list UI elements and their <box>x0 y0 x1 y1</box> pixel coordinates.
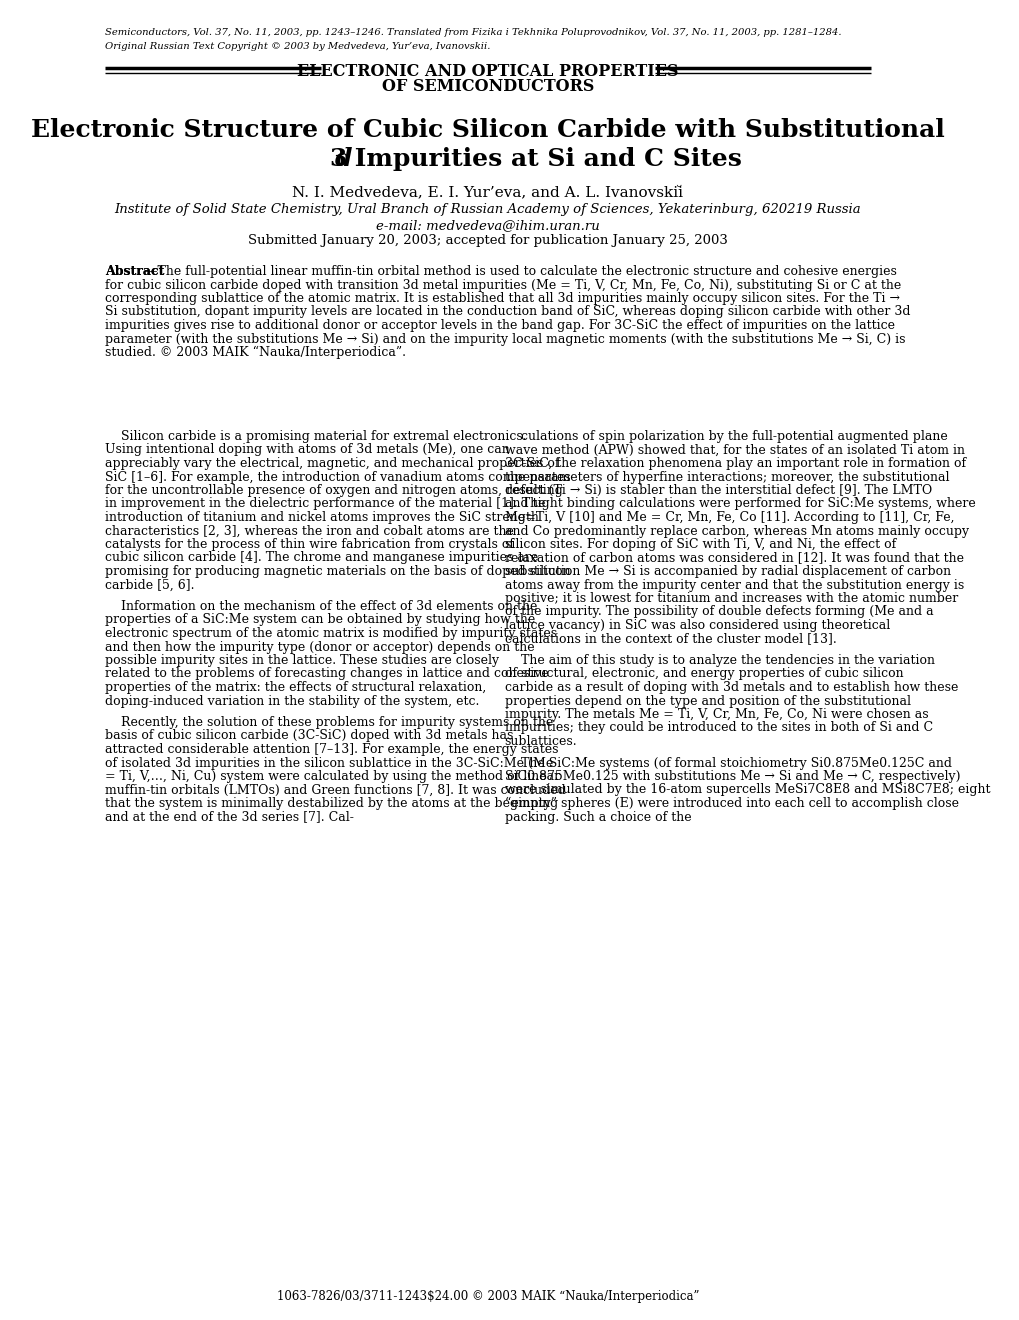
Text: Information on the mechanism of the effect of 3d elements on the: Information on the mechanism of the effe… <box>105 601 537 612</box>
Text: impurities; they could be introduced to the sites in both of Si and C: impurities; they could be introduced to … <box>504 722 931 734</box>
Text: 1063-7826/03/3711-1243$24.00 © 2003 MAIK “Nauka/Interperiodica”: 1063-7826/03/3711-1243$24.00 © 2003 MAIK… <box>276 1290 698 1303</box>
Text: sublattices.: sublattices. <box>504 735 577 748</box>
Text: 3: 3 <box>329 147 346 172</box>
Text: atoms away from the impurity center and that the substitution energy is: atoms away from the impurity center and … <box>504 578 963 591</box>
Text: Semiconductors, Vol. 37, No. 11, 2003, pp. 1243–1246. Translated from Fizika i T: Semiconductors, Vol. 37, No. 11, 2003, p… <box>105 28 841 37</box>
Text: Me=Ti, V [10] and Me = Cr, Mn, Fe, Co [11]. According to [11], Cr, Fe,: Me=Ti, V [10] and Me = Cr, Mn, Fe, Co [1… <box>504 511 953 524</box>
Text: properties depend on the type and position of the substitutional: properties depend on the type and positi… <box>504 694 910 708</box>
Text: related to the problems of forecasting changes in lattice and cohesive: related to the problems of forecasting c… <box>105 668 548 681</box>
Text: 3C-SiC, the relaxation phenomena play an important role in formation of: 3C-SiC, the relaxation phenomena play an… <box>504 457 965 470</box>
Text: properties of the matrix: the effects of structural relaxation,: properties of the matrix: the effects of… <box>105 681 486 694</box>
Text: d: d <box>334 147 353 172</box>
Text: doping-induced variation in the stability of the system, etc.: doping-induced variation in the stabilit… <box>105 694 479 708</box>
Text: Original Russian Text Copyright © 2003 by Medvedeva, Yur’eva, Ivanovskii.: Original Russian Text Copyright © 2003 b… <box>105 42 490 51</box>
Text: silicon sites. For doping of SiC with Ti, V, and Ni, the effect of: silicon sites. For doping of SiC with Ti… <box>504 539 895 550</box>
Text: carbide as a result of doping with 3d metals and to establish how these: carbide as a result of doping with 3d me… <box>504 681 957 694</box>
Text: appreciably vary the electrical, magnetic, and mechanical properties of: appreciably vary the electrical, magneti… <box>105 457 559 470</box>
Text: characteristics [2, 3], whereas the iron and cobalt atoms are the: characteristics [2, 3], whereas the iron… <box>105 524 514 537</box>
Text: muffin-tin orbitals (LMTOs) and Green functions [7, 8]. It was concluded: muffin-tin orbitals (LMTOs) and Green fu… <box>105 784 566 796</box>
Text: carbide [5, 6].: carbide [5, 6]. <box>105 578 195 591</box>
Text: and at the end of the 3d series [7]. Cal-: and at the end of the 3d series [7]. Cal… <box>105 810 354 824</box>
Text: introduction of titanium and nickel atoms improves the SiC strength: introduction of titanium and nickel atom… <box>105 511 538 524</box>
Text: electronic spectrum of the atomic matrix is modified by impurity states: electronic spectrum of the atomic matrix… <box>105 627 556 640</box>
Text: “empty” spheres (E) were introduced into each cell to accomplish close: “empty” spheres (E) were introduced into… <box>504 797 958 810</box>
Text: basis of cubic silicon carbide (3C-SiC) doped with 3d metals has: basis of cubic silicon carbide (3C-SiC) … <box>105 730 513 742</box>
Text: of the impurity. The possibility of double defects forming (Me and a: of the impurity. The possibility of doub… <box>504 606 932 619</box>
Text: promising for producing magnetic materials on the basis of doped silicon: promising for producing magnetic materia… <box>105 565 571 578</box>
Text: impurities gives rise to additional donor or acceptor levels in the band gap. Fo: impurities gives rise to additional dono… <box>105 319 895 333</box>
Text: Abstract: Abstract <box>105 265 164 279</box>
Text: Electronic Structure of Cubic Silicon Carbide with Substitutional: Electronic Structure of Cubic Silicon Ca… <box>31 117 944 143</box>
Text: Submitted January 20, 2003; accepted for publication January 25, 2003: Submitted January 20, 2003; accepted for… <box>248 234 728 247</box>
Text: for the uncontrollable presence of oxygen and nitrogen atoms, resulting: for the uncontrollable presence of oxyge… <box>105 484 562 498</box>
Text: The SiC:Me systems (of formal stoichiometry Si0.875Me0.125C and: The SiC:Me systems (of formal stoichiome… <box>504 756 951 770</box>
Text: impurity. The metals Me = Ti, V, Cr, Mn, Fe, Co, Ni were chosen as: impurity. The metals Me = Ti, V, Cr, Mn,… <box>504 708 927 721</box>
Text: studied. © 2003 MAIK “Nauka/Interperiodica”.: studied. © 2003 MAIK “Nauka/Interperiodi… <box>105 346 406 359</box>
Text: e-mail: medvedeva@ihim.uran.ru: e-mail: medvedeva@ihim.uran.ru <box>376 219 599 232</box>
Text: possible impurity sites in the lattice. These studies are closely: possible impurity sites in the lattice. … <box>105 653 498 667</box>
Text: parameter (with the substitutions Me → Si) and on the impurity local magnetic mo: parameter (with the substitutions Me → S… <box>105 333 905 346</box>
Text: properties of a SiC:Me system can be obtained by studying how the: properties of a SiC:Me system can be obt… <box>105 614 535 627</box>
Text: the parameters of hyperfine interactions; moreover, the substitutional: the parameters of hyperfine interactions… <box>504 470 949 483</box>
Text: were simulated by the 16-atom supercells MeSi7C8E8 and MSi8C7E8; eight: were simulated by the 16-atom supercells… <box>504 784 989 796</box>
Text: wave method (APW) showed that, for the states of an isolated Ti atom in: wave method (APW) showed that, for the s… <box>504 444 964 457</box>
Text: attracted considerable attention [7–13]. For example, the energy states: attracted considerable attention [7–13].… <box>105 743 558 756</box>
Text: culations of spin polarization by the full-potential augmented plane: culations of spin polarization by the fu… <box>504 430 947 444</box>
Text: SiC [1–6]. For example, the introduction of vanadium atoms compensates: SiC [1–6]. For example, the introduction… <box>105 470 571 483</box>
Text: and tight binding calculations were performed for SiC:Me systems, where: and tight binding calculations were perf… <box>504 498 974 511</box>
Text: Silicon carbide is a promising material for extremal electronics.: Silicon carbide is a promising material … <box>105 430 526 444</box>
Text: positive; it is lowest for titanium and increases with the atomic number: positive; it is lowest for titanium and … <box>504 591 957 605</box>
Text: in improvement in the dielectric performance of the material [1]. The: in improvement in the dielectric perform… <box>105 498 545 511</box>
Text: packing. Such a choice of the: packing. Such a choice of the <box>504 810 691 824</box>
Text: and then how the impurity type (donor or acceptor) depends on the: and then how the impurity type (donor or… <box>105 640 534 653</box>
Text: Institute of Solid State Chemistry, Ural Branch of Russian Academy of Sciences, : Institute of Solid State Chemistry, Ural… <box>114 203 860 216</box>
Text: cubic silicon carbide [4]. The chrome and manganese impurities are: cubic silicon carbide [4]. The chrome an… <box>105 552 538 565</box>
Text: calculations in the context of the cluster model [13].: calculations in the context of the clust… <box>504 632 836 645</box>
Text: lattice vacancy) in SiC was also considered using theoretical: lattice vacancy) in SiC was also conside… <box>504 619 889 632</box>
Text: of structural, electronic, and energy properties of cubic silicon: of structural, electronic, and energy pr… <box>504 668 903 681</box>
Text: —The full-potential linear muffin-tin orbital method is used to calculate the el: —The full-potential linear muffin-tin or… <box>145 265 897 279</box>
Text: N. I. Medvedeva, E. I. Yur’eva, and A. L. Ivanovskiĭ: N. I. Medvedeva, E. I. Yur’eva, and A. L… <box>292 185 683 199</box>
Text: catalysts for the process of thin wire fabrication from crystals of: catalysts for the process of thin wire f… <box>105 539 514 550</box>
Text: for cubic silicon carbide doped with transition 3d metal impurities (Me = Ti, V,: for cubic silicon carbide doped with tra… <box>105 279 901 292</box>
Text: Impurities at Si and C Sites: Impurities at Si and C Sites <box>345 147 741 172</box>
Text: corresponding sublattice of the atomic matrix. It is established that all 3d imp: corresponding sublattice of the atomic m… <box>105 292 899 305</box>
Text: and Co predominantly replace carbon, whereas Mn atoms mainly occupy: and Co predominantly replace carbon, whe… <box>504 524 968 537</box>
Text: OF SEMICONDUCTORS: OF SEMICONDUCTORS <box>381 78 593 95</box>
Text: of isolated 3d impurities in the silicon sublattice in the 3C-SiC:Me (Me: of isolated 3d impurities in the silicon… <box>105 756 552 770</box>
Text: The aim of this study is to analyze the tendencies in the variation: The aim of this study is to analyze the … <box>504 653 933 667</box>
Text: substitution Me → Si is accompanied by radial displacement of carbon: substitution Me → Si is accompanied by r… <box>504 565 950 578</box>
Text: Abstract: Abstract <box>105 265 164 279</box>
Text: ELECTRONIC AND OPTICAL PROPERTIES: ELECTRONIC AND OPTICAL PROPERTIES <box>297 63 678 81</box>
Text: Using intentional doping with atoms of 3d metals (Me), one can: Using intentional doping with atoms of 3… <box>105 444 510 457</box>
Text: defect (Ti → Si) is stabler than the interstitial defect [9]. The LMTO: defect (Ti → Si) is stabler than the int… <box>504 484 931 498</box>
Text: SiC0.875Me0.125 with substitutions Me → Si and Me → C, respectively): SiC0.875Me0.125 with substitutions Me → … <box>504 770 959 783</box>
Text: that the system is minimally destabilized by the atoms at the beginning: that the system is minimally destabilize… <box>105 797 557 810</box>
Text: relaxation of carbon atoms was considered in [12]. It was found that the: relaxation of carbon atoms was considere… <box>504 552 963 565</box>
Text: Si substitution, dopant impurity levels are located in the conduction band of Si: Si substitution, dopant impurity levels … <box>105 305 910 318</box>
Text: = Ti, V,…, Ni, Cu) system were calculated by using the method of linear: = Ti, V,…, Ni, Cu) system were calculate… <box>105 770 559 783</box>
Text: Recently, the solution of these problems for impurity systems on the: Recently, the solution of these problems… <box>105 715 552 729</box>
